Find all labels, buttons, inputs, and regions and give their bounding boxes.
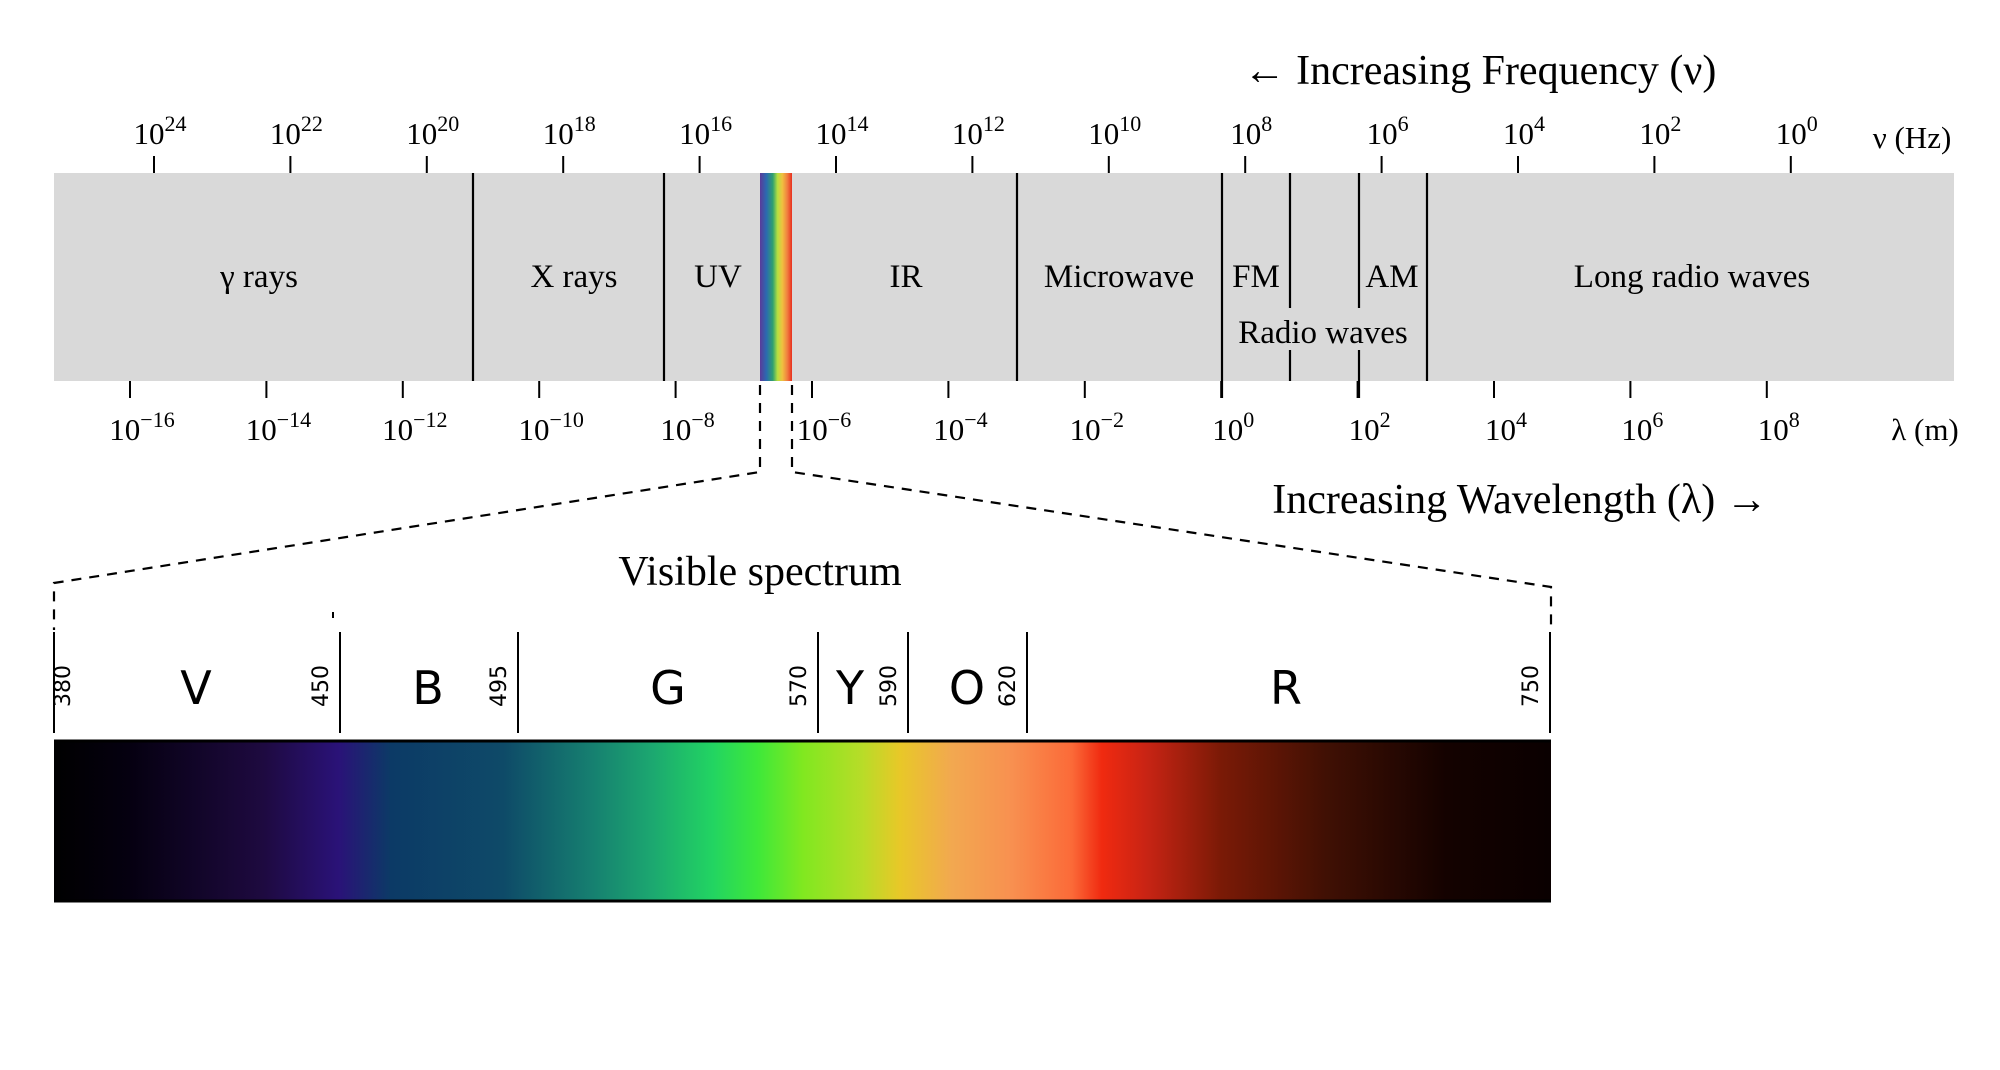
visible-band-letter: B bbox=[412, 661, 444, 715]
visible-boundary-label: 570 bbox=[787, 665, 812, 707]
wavelength-tick-label: 102 bbox=[1349, 407, 1391, 447]
visible-boundary-label: 450 bbox=[309, 665, 334, 707]
region-dividers bbox=[471, 173, 1429, 398]
wavelength-tick-label: 10−4 bbox=[933, 407, 987, 447]
wavelength-tick-label: 10−6 bbox=[797, 407, 851, 447]
region-label-radio-waves: Radio waves bbox=[1238, 315, 1408, 351]
frequency-tick-label: 100 bbox=[1776, 111, 1818, 151]
wavelength-axis-title: Increasing Wavelength (λ) → bbox=[1272, 477, 1768, 523]
frequency-tick-label: 1010 bbox=[1088, 111, 1141, 151]
frequency-unit-label: ν (Hz) bbox=[1873, 120, 1952, 155]
frequency-tick-label: 1012 bbox=[952, 111, 1005, 151]
region-label-long-radio-waves: Long radio waves bbox=[1574, 259, 1810, 295]
wavelength-tick-label: 10−12 bbox=[382, 407, 447, 447]
visible-band-letter: Y bbox=[835, 661, 865, 715]
wavelength-tick-label: 108 bbox=[1758, 407, 1800, 447]
frequency-tick-label: 102 bbox=[1639, 111, 1681, 151]
visible-spectrum-bar bbox=[54, 741, 1551, 901]
region-label-ir: IR bbox=[890, 259, 923, 295]
spectrum-band bbox=[54, 173, 1954, 381]
wavelength-tick-label: 10−2 bbox=[1070, 407, 1124, 447]
region-label-x-rays: X rays bbox=[530, 259, 617, 295]
frequency-tick-label: 1018 bbox=[543, 111, 596, 151]
visible-strip bbox=[760, 173, 792, 381]
wavelength-tick-label: 10−8 bbox=[660, 407, 714, 447]
visible-boundary-label: 380 bbox=[51, 665, 76, 707]
frequency-axis-title: ← Increasing Frequency (ν) bbox=[1244, 48, 1717, 94]
region-label-uv: UV bbox=[694, 259, 742, 295]
zoom-connector-left bbox=[52, 385, 762, 630]
visible-boundary-label: 590 bbox=[877, 665, 902, 707]
frequency-tick-label: 1016 bbox=[679, 111, 732, 151]
visible-boundary-label: 620 bbox=[996, 665, 1021, 707]
wavelength-tick-label: 106 bbox=[1621, 407, 1663, 447]
visible-boundary-label: 495 bbox=[487, 665, 512, 707]
visible-spectrum-title: Visible spectrum bbox=[618, 549, 902, 595]
wavelength-tick-label: 100 bbox=[1212, 407, 1254, 447]
wavelength-unit-label: λ (m) bbox=[1891, 412, 1959, 447]
frequency-ticks: 1024 1022 1020 1018 1016 1014 1012 1010 108 106 10… bbox=[134, 111, 1818, 173]
frequency-tick-label: 1022 bbox=[270, 111, 323, 151]
wavelength-tick-label: 104 bbox=[1485, 407, 1527, 447]
frequency-tick-label: 1024 bbox=[134, 111, 187, 151]
visible-boundary-label: 750 bbox=[1519, 665, 1544, 707]
region-label-fm: FM bbox=[1232, 259, 1280, 295]
frequency-tick-label: 1020 bbox=[406, 111, 459, 151]
visible-band-letter: G bbox=[650, 661, 686, 715]
visible-boundaries: 380 450 495 570 590 620 750 bbox=[51, 632, 1551, 733]
region-label-microwave: Microwave bbox=[1044, 259, 1194, 295]
frequency-tick-label: 104 bbox=[1503, 111, 1545, 151]
visible-band-letter: V bbox=[180, 661, 212, 715]
visible-band-letter: O bbox=[949, 661, 985, 715]
wavelength-ticks: 10−16 10−14 10−12 10−10 10−8 10−6 10−4 10−2 100 1… bbox=[109, 381, 1800, 447]
wavelength-tick-label: 10−16 bbox=[109, 407, 174, 447]
frequency-tick-label: 1014 bbox=[816, 111, 869, 151]
zoom-connector-right bbox=[790, 385, 1553, 630]
wavelength-tick-label: 10−14 bbox=[246, 407, 311, 447]
visible-band-letter: R bbox=[1270, 661, 1302, 715]
region-label-gamma-rays: γ rays bbox=[219, 259, 298, 295]
frequency-tick-label: 108 bbox=[1230, 111, 1272, 151]
wavelength-tick-label: 10−10 bbox=[518, 407, 583, 447]
frequency-tick-label: 106 bbox=[1367, 111, 1409, 151]
region-label-am: AM bbox=[1365, 259, 1418, 295]
